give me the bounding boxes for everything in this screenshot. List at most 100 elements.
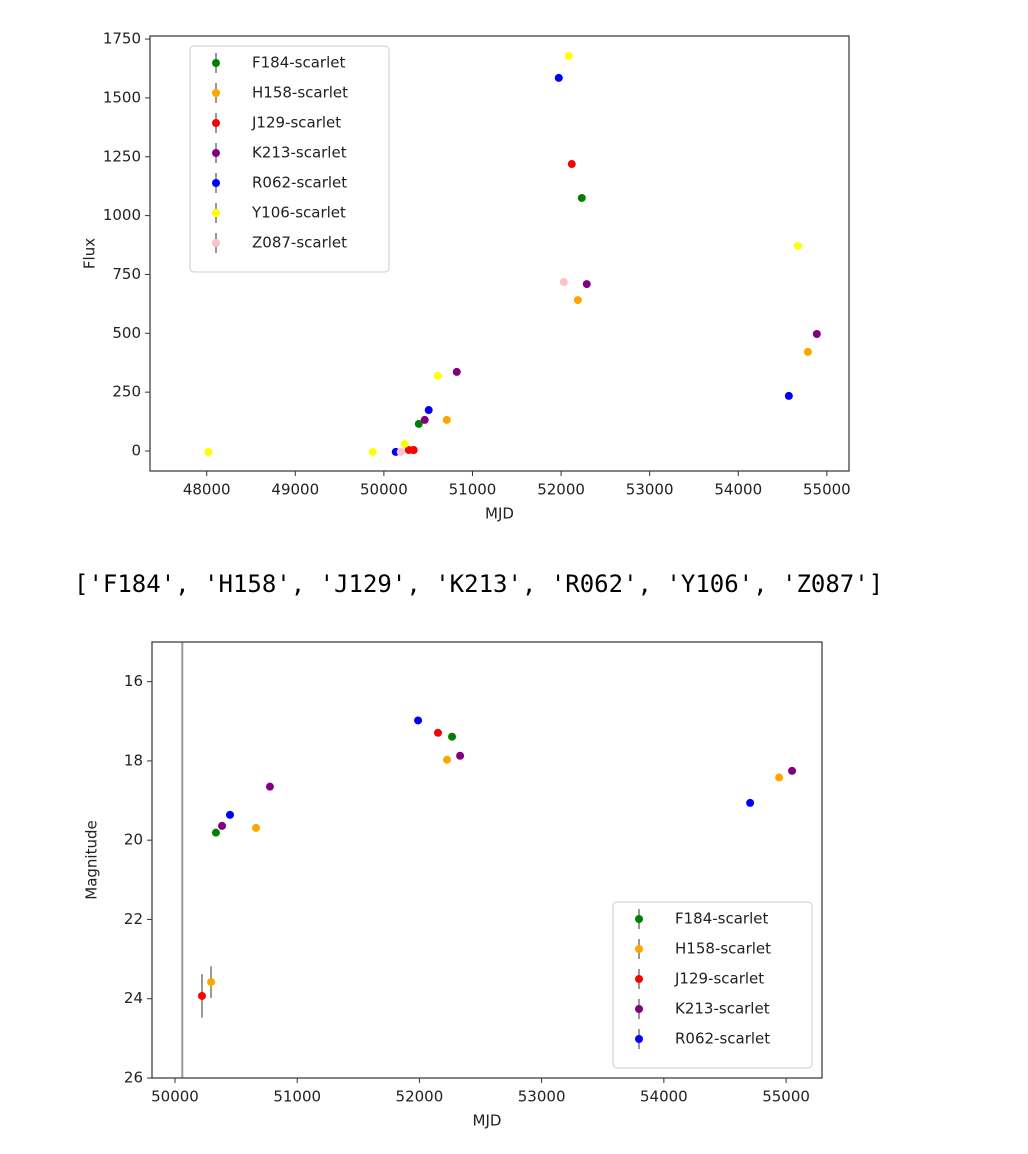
data-point [812,330,821,339]
data-point [567,160,576,169]
y-tick-label: 500 [112,324,141,342]
legend-label: K213-scarlet [675,1000,770,1018]
data-point [793,241,802,250]
output-text: ['F184', 'H158', 'J129', 'K213', 'R062',… [74,570,884,598]
x-axis-label: MJD [473,1112,502,1130]
y-axis-label: Flux [81,238,99,269]
legend-marker [212,239,220,247]
x-tick-label: 49000 [271,481,319,499]
plot-frame [149,35,850,472]
y-tick-label: 1000 [103,206,141,224]
x-tick-label: 55000 [762,1088,810,1106]
y-tick-label: 0 [131,441,141,459]
legend-label: H158-scarlet [675,940,771,958]
legend-box [189,45,390,273]
data-point [265,782,274,791]
legend-marker [635,915,643,923]
data-point [577,193,586,202]
legend-marker [212,149,220,157]
legend-label: J129-scarlet [251,114,341,132]
legend-box [612,901,813,1069]
legend-marker [635,975,643,983]
legend-marker [212,59,220,67]
data-point [582,280,591,289]
data-point [456,751,465,760]
x-tick-label: 54000 [714,481,762,499]
y-tick-label: 250 [112,383,141,401]
data-point [573,296,582,305]
data-point [207,978,216,987]
legend-marker [635,945,643,953]
y-tick-label: 18 [124,751,143,769]
data-point [420,415,429,424]
legend-label: Y106-scarlet [251,204,346,222]
x-tick-label: 53000 [626,481,674,499]
data-point [559,277,568,286]
y-tick-label: 20 [124,831,143,849]
y-tick-label: 1250 [103,147,141,165]
legend-marker [212,89,220,97]
data-point [564,52,573,61]
y-tick-label: 22 [124,910,143,928]
data-point [396,447,405,456]
x-axis-label: MJD [485,505,514,523]
data-point [442,415,451,424]
legend-marker [212,119,220,127]
x-tick-label: 52000 [537,481,585,499]
data-point [414,716,423,725]
legend-label: Z087-scarlet [252,234,347,252]
data-point [400,439,409,448]
data-point [252,823,261,832]
x-tick-label: 50000 [360,481,408,499]
data-point [433,371,442,380]
legend-label: K213-scarlet [252,144,347,162]
x-tick-label: 53000 [518,1088,566,1106]
data-point [443,755,452,764]
y-tick-label: 750 [112,265,141,283]
data-point [414,419,423,428]
data-point [197,991,206,1000]
legend-marker [635,1005,643,1013]
data-point [409,446,418,455]
data-point [218,821,227,830]
data-point [788,766,797,775]
legend-label: R062-scarlet [252,174,347,192]
x-tick-label: 51000 [449,481,497,499]
y-tick-label: 1500 [103,88,141,106]
legend-marker [635,1035,643,1043]
data-point [784,391,793,400]
y-tick-label: 1750 [103,30,141,48]
legend-label: J129-scarlet [674,970,764,988]
data-point [225,810,234,819]
x-tick-label: 52000 [396,1088,444,1106]
plot-frame [151,641,823,1079]
data-point [368,447,377,456]
data-point [775,773,784,782]
data-point [803,347,812,356]
data-point [204,447,213,456]
y-tick-label: 24 [124,989,143,1007]
legend-label: F184-scarlet [252,54,345,72]
data-point [554,73,563,82]
x-tick-label: 54000 [640,1088,688,1106]
y-tick-label: 26 [124,1069,143,1087]
legend-label: R062-scarlet [675,1030,770,1048]
x-tick-label: 51000 [273,1088,321,1106]
data-point [211,828,220,837]
data-point [452,367,461,376]
legend-label: F184-scarlet [675,910,768,928]
data-point [746,798,755,807]
x-tick-label: 50000 [151,1088,199,1106]
x-tick-label: 48000 [183,481,231,499]
legend-marker [212,209,220,217]
data-point [424,406,433,415]
legend-marker [212,179,220,187]
y-tick-label: 16 [124,672,143,690]
legend-label: H158-scarlet [252,84,348,102]
data-point [433,728,442,737]
x-tick-label: 55000 [803,481,851,499]
data-point [448,732,457,741]
